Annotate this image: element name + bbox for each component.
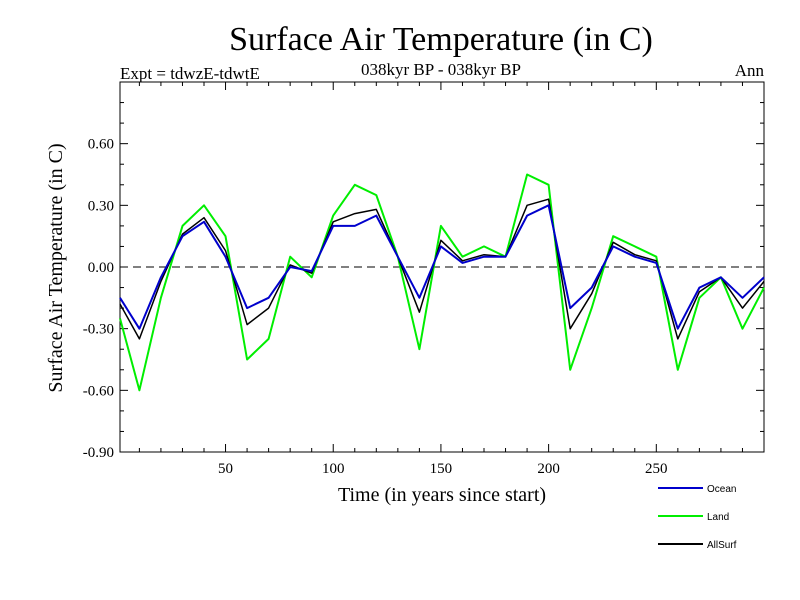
y-axis-label: Surface Air Temperature (in C) (45, 143, 67, 392)
x-tick-label: 250 (645, 461, 668, 477)
y-tick-label: -0.30 (83, 322, 114, 338)
x-minor-ticks (138, 82, 743, 452)
series-line-land (119, 173, 765, 392)
legend-label-ocean: Ocean (707, 484, 736, 495)
x-tick-label: 150 (430, 461, 453, 477)
x-axis-ticks: 50 100 150 200 250 (218, 82, 668, 477)
expt-label: Expt = tdwzE-tdwtE (120, 64, 260, 83)
legend: Ocean Land AllSurf (658, 484, 737, 551)
y-tick-label: 0.60 (88, 137, 114, 153)
legend-label-allsurf: AllSurf (707, 540, 737, 551)
x-tick-label: 100 (322, 461, 345, 477)
y-tick-label: -0.90 (83, 445, 114, 461)
y-tick-label: -0.60 (83, 383, 114, 399)
x-tick-label: 50 (218, 461, 233, 477)
y-tick-label: 0.00 (88, 260, 114, 276)
legend-label-land: Land (707, 512, 729, 523)
chart-subtitle: 038kyr BP - 038kyr BP (361, 60, 521, 79)
series-line-ocean (119, 204, 765, 330)
period-label: Ann (735, 61, 765, 80)
x-tick-label: 200 (537, 461, 560, 477)
y-tick-label: 0.30 (88, 198, 114, 214)
series-layer (119, 173, 765, 392)
chart-title: Surface Air Temperature (in C) (229, 21, 653, 58)
y-axis-ticks: -0.90 -0.60 -0.30 0.00 0.30 0.60 (83, 137, 764, 461)
series-line-allsurf (119, 198, 765, 340)
x-axis-label: Time (in years since start) (338, 484, 546, 506)
y-minor-ticks (120, 102, 764, 432)
